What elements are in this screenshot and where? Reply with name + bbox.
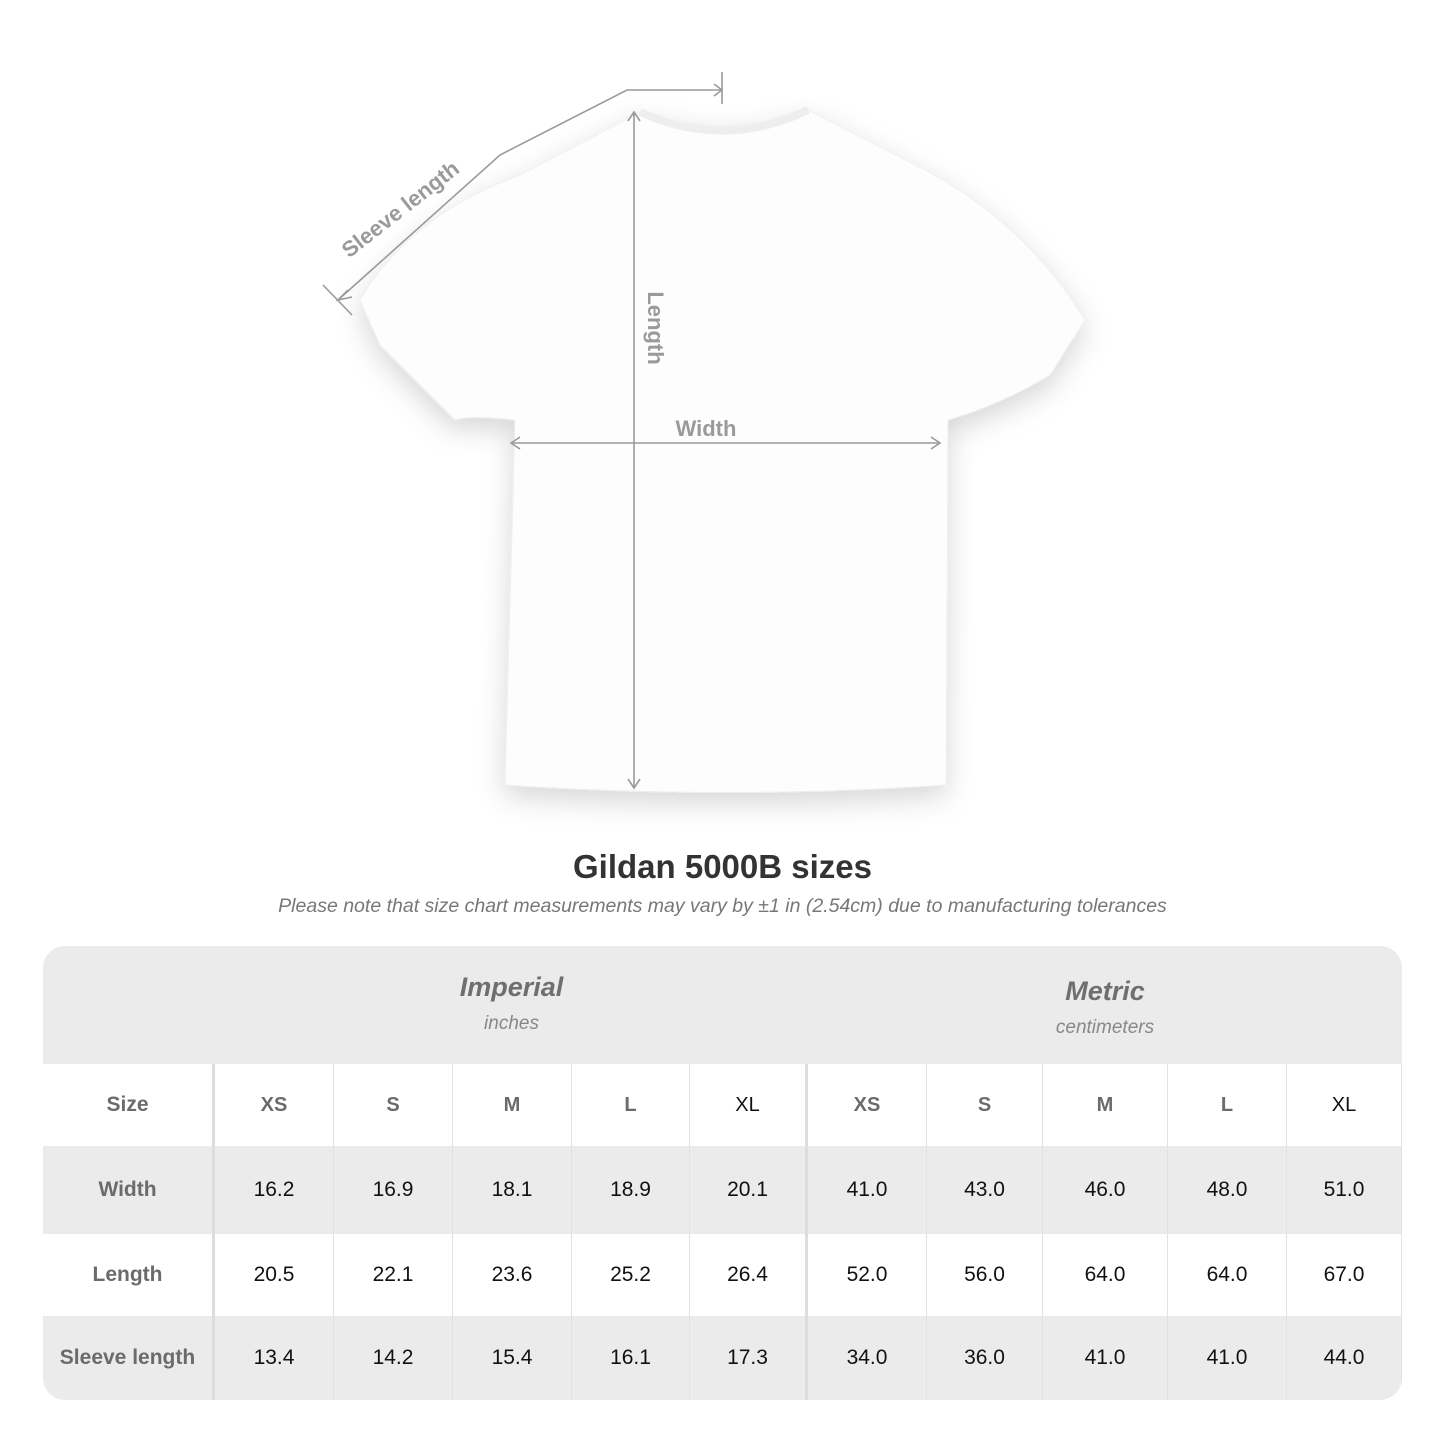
- page-title: Gildan 5000B sizes: [573, 848, 872, 885]
- table-row: Length 20.5 22.1 23.6 25.2 26.4 52.0 56.0 64.0 64…: [43, 1234, 1402, 1316]
- metric-value-cell: 56.0: [927, 1234, 1043, 1316]
- size-header-metric-m: M: [1043, 1064, 1168, 1146]
- size-header-metric-xs: XS: [808, 1064, 927, 1146]
- imperial-value-cell: 14.2: [334, 1316, 453, 1400]
- metric-value-cell: 64.0: [1168, 1234, 1287, 1316]
- metric-value-cell: 34.0: [808, 1316, 927, 1400]
- size-header-imperial-m: M: [453, 1064, 572, 1146]
- metric-value-cell: 67.0: [1287, 1234, 1402, 1316]
- size-header-imperial-s: S: [334, 1064, 453, 1146]
- metric-header: Metric centimeters: [808, 976, 1402, 1039]
- imperial-unit: inches: [484, 1013, 539, 1034]
- size-header-imperial-xl: XL: [690, 1064, 808, 1146]
- width-label: Width: [676, 416, 737, 441]
- imperial-value-cell: 20.1: [690, 1146, 808, 1234]
- metric-value-cell: 44.0: [1287, 1316, 1402, 1400]
- imperial-value-cell: 16.1: [572, 1316, 690, 1400]
- metric-title: Metric: [1065, 976, 1145, 1006]
- imperial-value-cell: 26.4: [690, 1234, 808, 1316]
- metric-value-cell: 51.0: [1287, 1146, 1402, 1234]
- imperial-header: Imperial inches: [215, 972, 808, 1035]
- metric-value-cell: 41.0: [1168, 1316, 1287, 1400]
- imperial-title: Imperial: [459, 972, 564, 1002]
- size-header-row: Size XS S M L XL XS S M L XL: [43, 1064, 1402, 1146]
- metric-value-cell: 41.0: [808, 1146, 927, 1234]
- size-header-metric-s: S: [927, 1064, 1043, 1146]
- size-table: Imperial inches Metric centimeters Size X…: [43, 946, 1402, 1400]
- table-row: Sleeve length 13.4 14.2 15.4 16.1 17.3 34.0 36.…: [43, 1316, 1402, 1400]
- metric-value-cell: 52.0: [808, 1234, 927, 1316]
- unit-system-header: Imperial inches Metric centimeters: [43, 946, 1402, 1064]
- imperial-value-cell: 18.1: [453, 1146, 572, 1234]
- metric-unit: centimeters: [1055, 1017, 1155, 1038]
- size-header-imperial-xs: XS: [215, 1064, 334, 1146]
- metric-value-cell: 48.0: [1168, 1146, 1287, 1234]
- sleeve-measure-line: [337, 89, 722, 301]
- metric-value-cell: 43.0: [927, 1146, 1043, 1234]
- row-label: Width: [43, 1146, 215, 1234]
- size-header-metric-xl: XL: [1287, 1064, 1402, 1146]
- tshirt-diagram: Sleeve length Length Width: [322, 72, 1086, 793]
- imperial-value-cell: 25.2: [572, 1234, 690, 1316]
- imperial-value-cell: 13.4: [215, 1316, 334, 1400]
- metric-value-cell: 64.0: [1043, 1234, 1168, 1316]
- metric-value-cell: 46.0: [1043, 1146, 1168, 1234]
- size-label: Size: [43, 1064, 215, 1146]
- tolerance-note: Please note that size chart measurements…: [278, 895, 1167, 917]
- imperial-value-cell: 17.3: [690, 1316, 808, 1400]
- row-label: Sleeve length: [43, 1316, 215, 1400]
- size-header-imperial-l: L: [572, 1064, 690, 1146]
- imperial-value-cell: 16.9: [334, 1146, 453, 1234]
- imperial-value-cell: 23.6: [453, 1234, 572, 1316]
- imperial-value-cell: 16.2: [215, 1146, 334, 1234]
- metric-value-cell: 41.0: [1043, 1316, 1168, 1400]
- imperial-value-cell: 20.5: [215, 1234, 334, 1316]
- length-label: Length: [643, 291, 668, 364]
- table-row: Width 16.2 16.9 18.1 18.9 20.1 41.0 43.0 46.0 48.…: [43, 1146, 1402, 1234]
- imperial-value-cell: 22.1: [334, 1234, 453, 1316]
- metric-value-cell: 36.0: [927, 1316, 1043, 1400]
- size-header-metric-l: L: [1168, 1064, 1287, 1146]
- imperial-value-cell: 15.4: [453, 1316, 572, 1400]
- tshirt-shape: [359, 109, 1086, 793]
- row-label: Length: [43, 1234, 215, 1316]
- imperial-value-cell: 18.9: [572, 1146, 690, 1234]
